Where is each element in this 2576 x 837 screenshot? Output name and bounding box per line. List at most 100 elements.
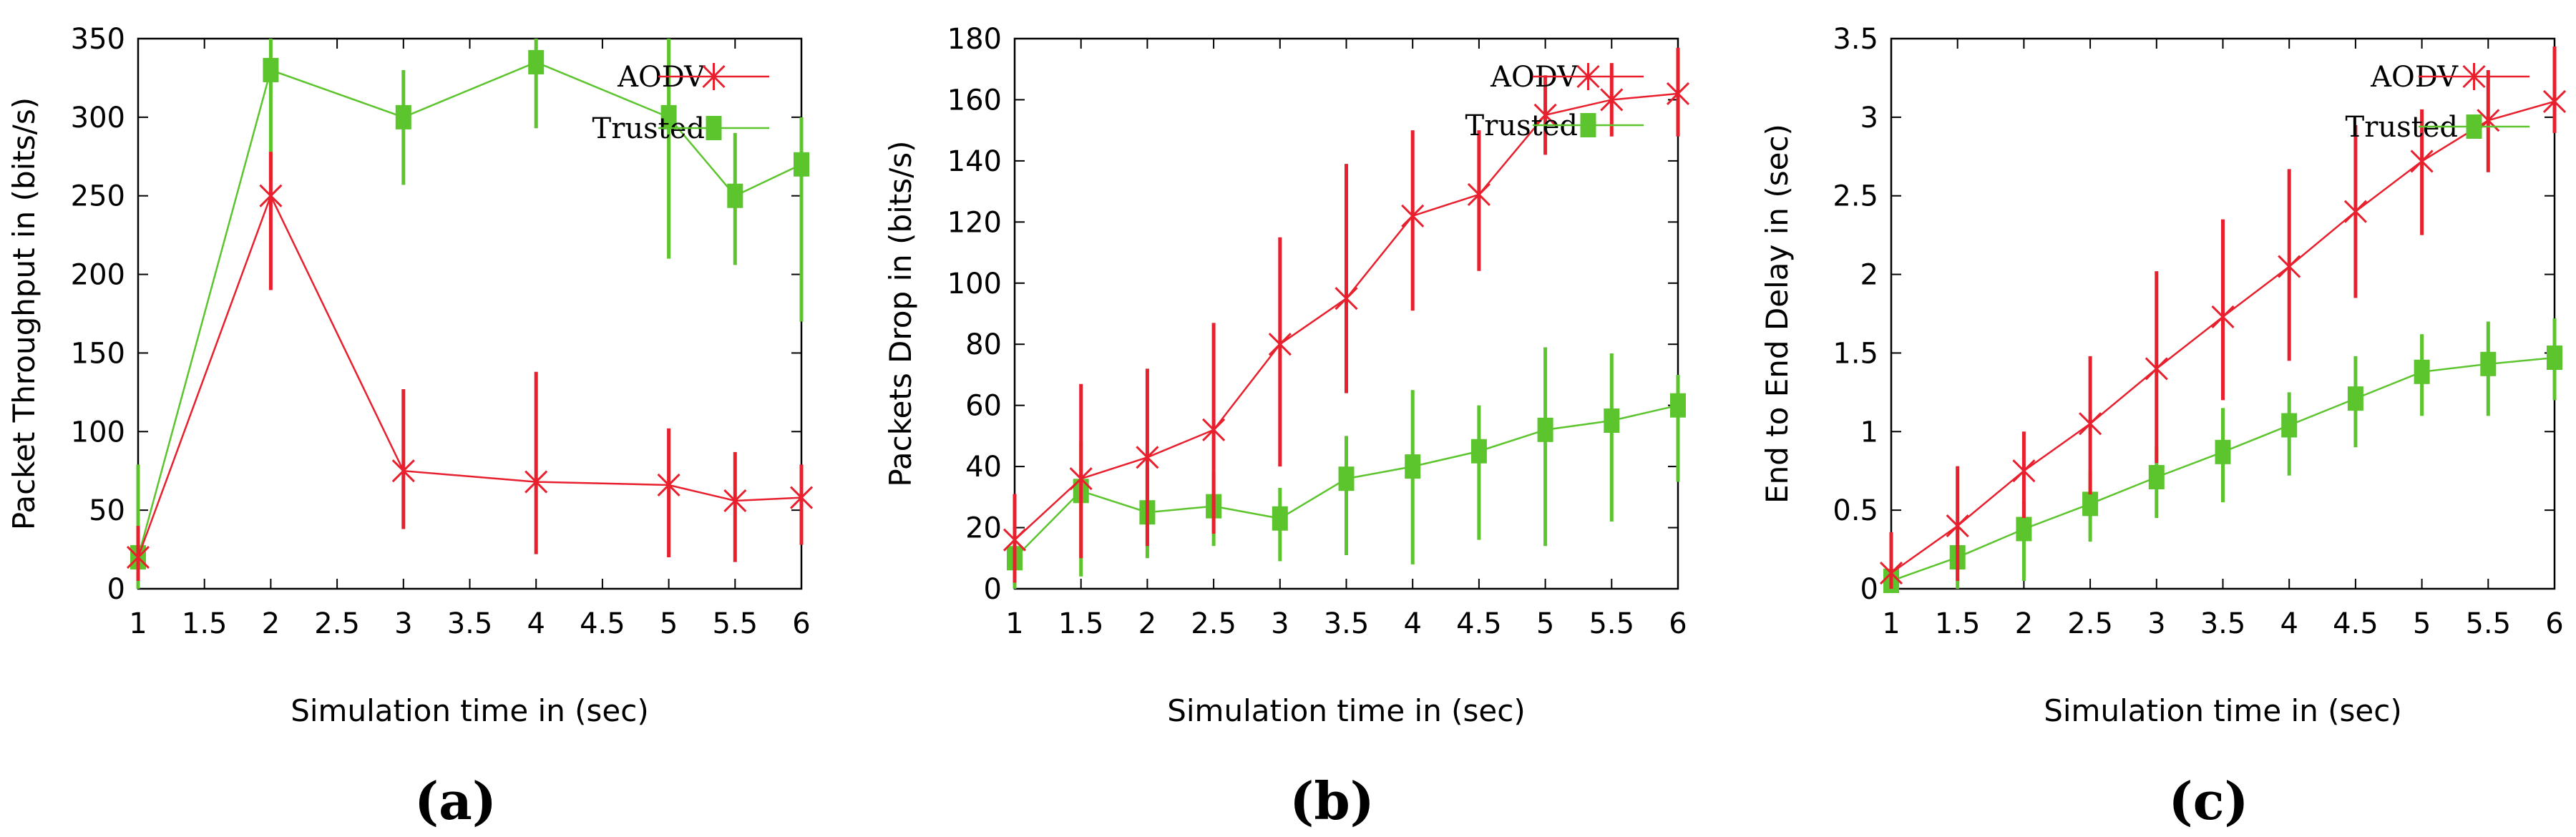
y-tick-label: 350 (71, 23, 125, 56)
x-tick-label: 3 (1271, 607, 1289, 640)
data-point (2079, 410, 2102, 438)
data-point (1401, 202, 1425, 230)
data-point (1604, 408, 1620, 434)
data-point (727, 183, 743, 208)
x-tick-label: 3.5 (1324, 607, 1370, 640)
data-point (259, 182, 283, 210)
chart-panel-0: 1 1.5 2 2.5 3 3.5 4 4.5 5 5.5 6 0 50 100 150 200 250 300 3… (6, 23, 814, 831)
data-point (1202, 416, 1226, 444)
data-point (1470, 439, 1487, 464)
x-tick-label: 6 (792, 607, 810, 640)
data-point (1268, 331, 1292, 358)
data-point (1537, 417, 1553, 442)
x-tick-label: 5 (1536, 607, 1554, 640)
chart-panel-1: 1 1.5 2 2.5 3 3.5 4 4.5 5 5.5 60204060801001201401… (883, 23, 1690, 831)
y-tick-label: 0 (107, 573, 125, 606)
x-tick-label: 2.5 (2067, 607, 2113, 640)
series-aodv (1002, 47, 1690, 583)
data-point (525, 468, 548, 496)
y-tick-label: 1.5 (1833, 337, 1878, 370)
y-tick-label: 160 (947, 84, 1002, 117)
data-point (2211, 303, 2235, 331)
x-tick-label: 5.5 (712, 607, 758, 640)
data-point (1600, 86, 1624, 114)
x-axis-label: Simulation time in (sec) (2044, 693, 2402, 728)
x-tick-label: 1.5 (1935, 607, 1981, 640)
data-point (2012, 457, 2036, 485)
x-tick-label: 2.5 (314, 607, 360, 640)
data-point (1666, 79, 1690, 107)
series-aodv (1879, 46, 2567, 589)
x-axis-label: Simulation time in (sec) (291, 693, 649, 728)
x-tick-label: 5.5 (2465, 607, 2511, 640)
y-axis-label: End to End Delay in (sec) (1760, 124, 1795, 504)
legend-marker (1580, 113, 1596, 137)
x-tick-label: 6 (2545, 607, 2563, 640)
y-tick-label: 180 (947, 23, 1002, 56)
data-point (2278, 253, 2301, 280)
y-tick-label: 50 (89, 494, 125, 527)
x-tick-label: 4 (2280, 607, 2298, 640)
y-tick-label: 150 (71, 337, 125, 370)
x-tick-label: 4.5 (2333, 607, 2379, 640)
data-point (789, 484, 814, 512)
x-tick-label: 5 (2413, 607, 2431, 640)
data-point (1946, 512, 1969, 540)
y-tick-label: 0 (1860, 573, 1878, 606)
data-point (1670, 393, 1686, 418)
data-point (723, 486, 747, 514)
y-tick-label: 20 (965, 512, 1002, 545)
x-tick-label: 1 (1882, 607, 1900, 640)
data-point (1136, 444, 1159, 471)
y-tick-label: 60 (965, 390, 1002, 423)
x-tick-label: 6 (1669, 607, 1687, 640)
data-point (2547, 346, 2562, 371)
data-point (2542, 87, 2567, 115)
data-point (2016, 517, 2032, 542)
data-point (1405, 454, 1421, 479)
x-tick-label: 4.5 (1456, 607, 1502, 640)
x-tick-label: 4 (527, 607, 545, 640)
y-tick-label: 3 (1860, 102, 1878, 134)
data-point (126, 544, 150, 572)
x-tick-label: 3.5 (447, 607, 493, 640)
x-tick-label: 2 (2015, 607, 2033, 640)
data-point (2148, 465, 2165, 490)
y-tick-label: 0 (984, 573, 1002, 606)
data-point (1002, 526, 1027, 554)
y-axis-label: Packets Drop in (bits/s) (883, 140, 918, 486)
y-tick-label: 120 (947, 206, 1002, 239)
x-tick-label: 3.5 (2200, 607, 2246, 640)
y-tick-label: 140 (947, 145, 1002, 178)
data-point (1879, 559, 1903, 587)
data-point (528, 49, 545, 74)
legend-marker (2466, 114, 2482, 139)
y-tick-label: 80 (965, 328, 1002, 361)
x-tick-label: 4.5 (580, 607, 625, 640)
data-point (2410, 147, 2434, 175)
data-point (657, 471, 680, 499)
data-point (391, 457, 415, 485)
x-tick-label: 3 (2147, 607, 2165, 640)
data-point (1272, 506, 1288, 531)
y-tick-label: 3.5 (1833, 23, 1878, 56)
y-tick-label: 200 (71, 259, 125, 292)
x-tick-label: 1 (1005, 607, 1023, 640)
data-point (2347, 386, 2363, 411)
y-tick-label: 0.5 (1833, 494, 1878, 527)
chart-panel-2: 1 1.5 2 2.5 3 3.5 4 4.5 5 5.5 6 0 0.5 1 1.5 2 2.5 3 3.5 Sim… (1760, 23, 2567, 831)
y-tick-label: 300 (71, 102, 125, 134)
x-tick-label: 2 (262, 607, 280, 640)
y-tick-label: 1 (1860, 416, 1878, 449)
data-point (395, 104, 411, 129)
x-tick-label: 3 (394, 607, 412, 640)
x-tick-label: 5.5 (1589, 607, 1634, 640)
x-tick-label: 2 (1138, 607, 1156, 640)
data-point (2145, 355, 2168, 383)
data-point (2215, 439, 2231, 464)
y-tick-label: 2 (1860, 259, 1878, 292)
x-axis-label: Simulation time in (sec) (1167, 693, 1526, 728)
